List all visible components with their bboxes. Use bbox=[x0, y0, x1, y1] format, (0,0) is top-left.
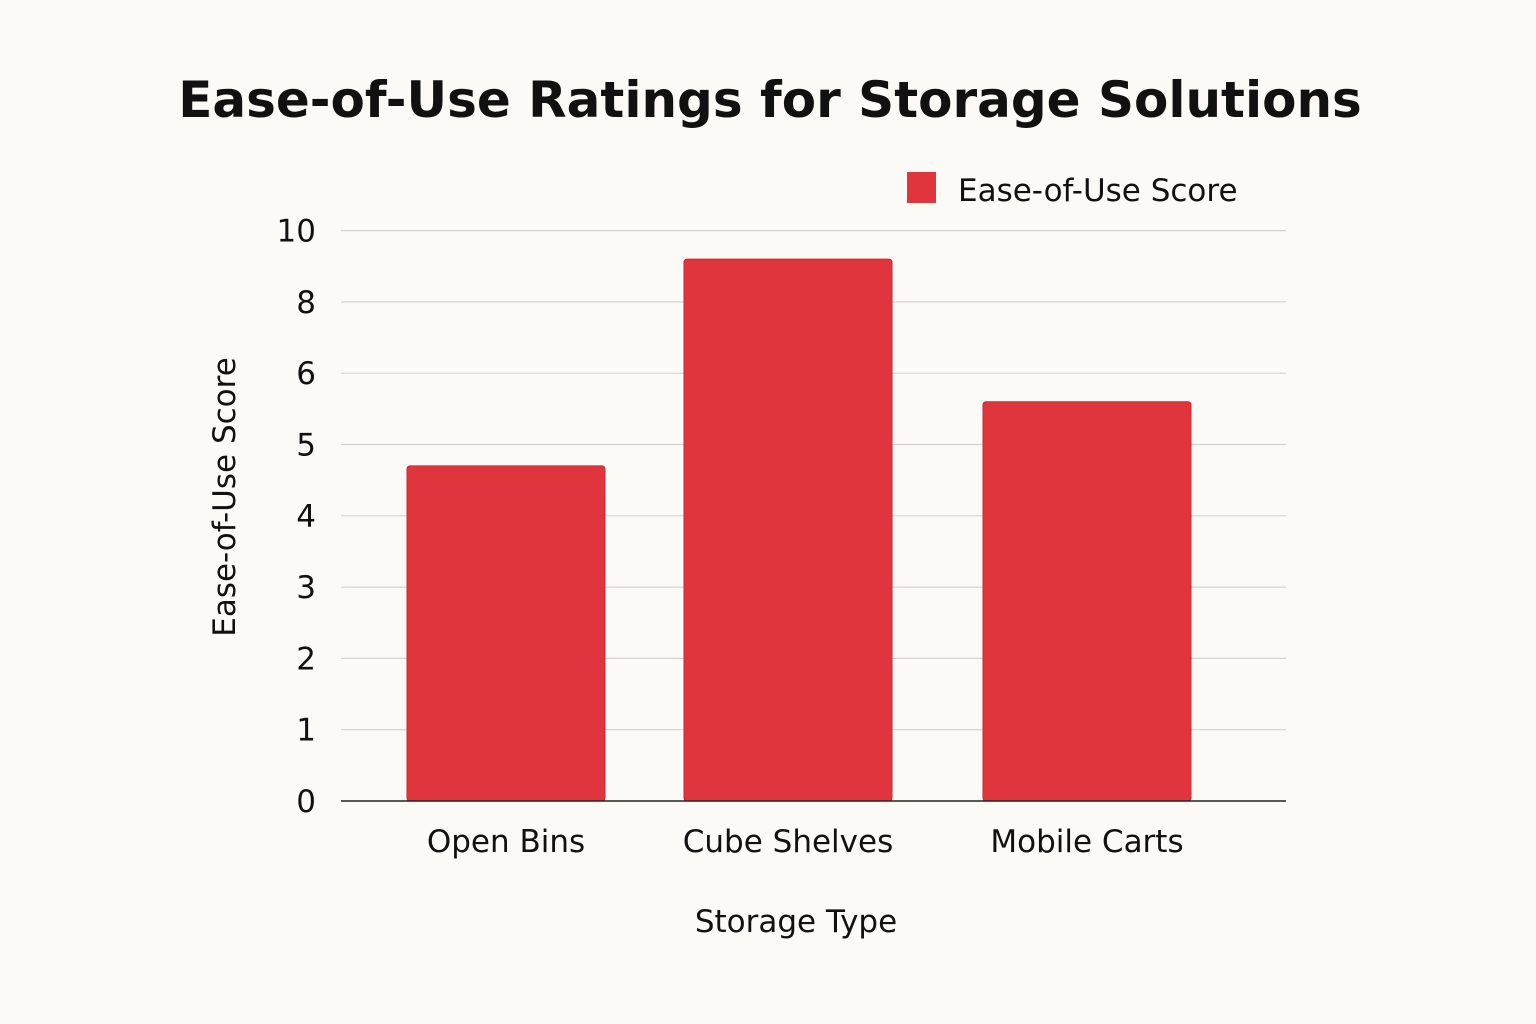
x-tick-label: Cube Shelves bbox=[683, 824, 893, 860]
y-tick-label: 4 bbox=[296, 499, 316, 535]
bar-open-bins bbox=[406, 465, 606, 802]
x-axis-label: Storage Type bbox=[695, 904, 897, 940]
bars bbox=[406, 258, 1192, 802]
y-tick-label: 8 bbox=[296, 285, 316, 321]
legend-label: Ease-of-Use Score bbox=[958, 173, 1238, 209]
y-tick-label: 3 bbox=[296, 570, 316, 606]
y-tick-label: 6 bbox=[296, 356, 316, 392]
y-tick-label: 5 bbox=[296, 428, 316, 464]
y-tick-label: 2 bbox=[296, 641, 316, 677]
y-axis-ticks: 0 1 2 3 4 5 6 8 10 bbox=[277, 214, 316, 820]
legend: Ease-of-Use Score bbox=[907, 172, 1238, 209]
x-axis-ticks: Open Bins Cube Shelves Mobile Carts bbox=[427, 824, 1184, 860]
legend-swatch bbox=[907, 172, 936, 203]
y-tick-label: 1 bbox=[296, 713, 316, 749]
chart-title: Ease-of-Use Ratings for Storage Solution… bbox=[178, 71, 1362, 129]
bar-cube-shelves bbox=[683, 258, 893, 802]
x-tick-label: Open Bins bbox=[427, 824, 585, 860]
x-tick-label: Mobile Carts bbox=[990, 824, 1183, 860]
bar-mobile-carts bbox=[982, 401, 1192, 802]
y-tick-label: 10 bbox=[277, 214, 316, 250]
y-tick-label: 0 bbox=[296, 784, 316, 820]
y-axis-label: Ease-of-Use Score bbox=[207, 357, 243, 637]
